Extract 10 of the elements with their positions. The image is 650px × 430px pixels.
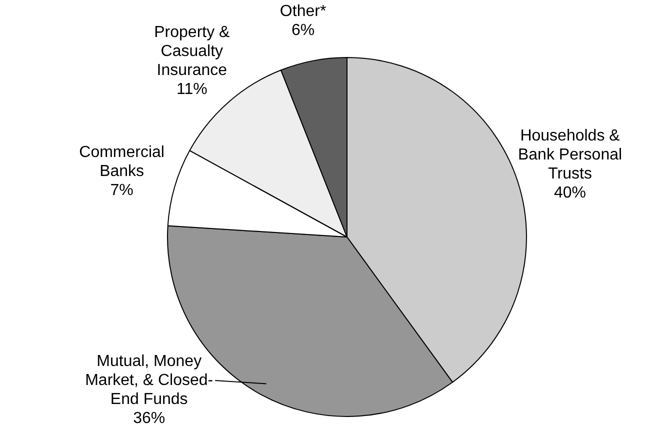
- slice-label: Property & Casualty Insurance: [154, 24, 230, 80]
- slice-label: Commercial Banks: [79, 144, 164, 180]
- data-label: 7%: [110, 182, 134, 199]
- data-label: 36%: [133, 410, 166, 427]
- data-label: 6%: [291, 22, 315, 39]
- data-label: 40%: [554, 184, 586, 202]
- slice-label: Households & Bank Personal Trusts: [518, 127, 622, 182]
- data-label: 11%: [176, 81, 208, 98]
- slice-label: Other*: [280, 2, 326, 20]
- slice-label: Mutual, Money Market, & Closed- End Funds: [85, 352, 214, 408]
